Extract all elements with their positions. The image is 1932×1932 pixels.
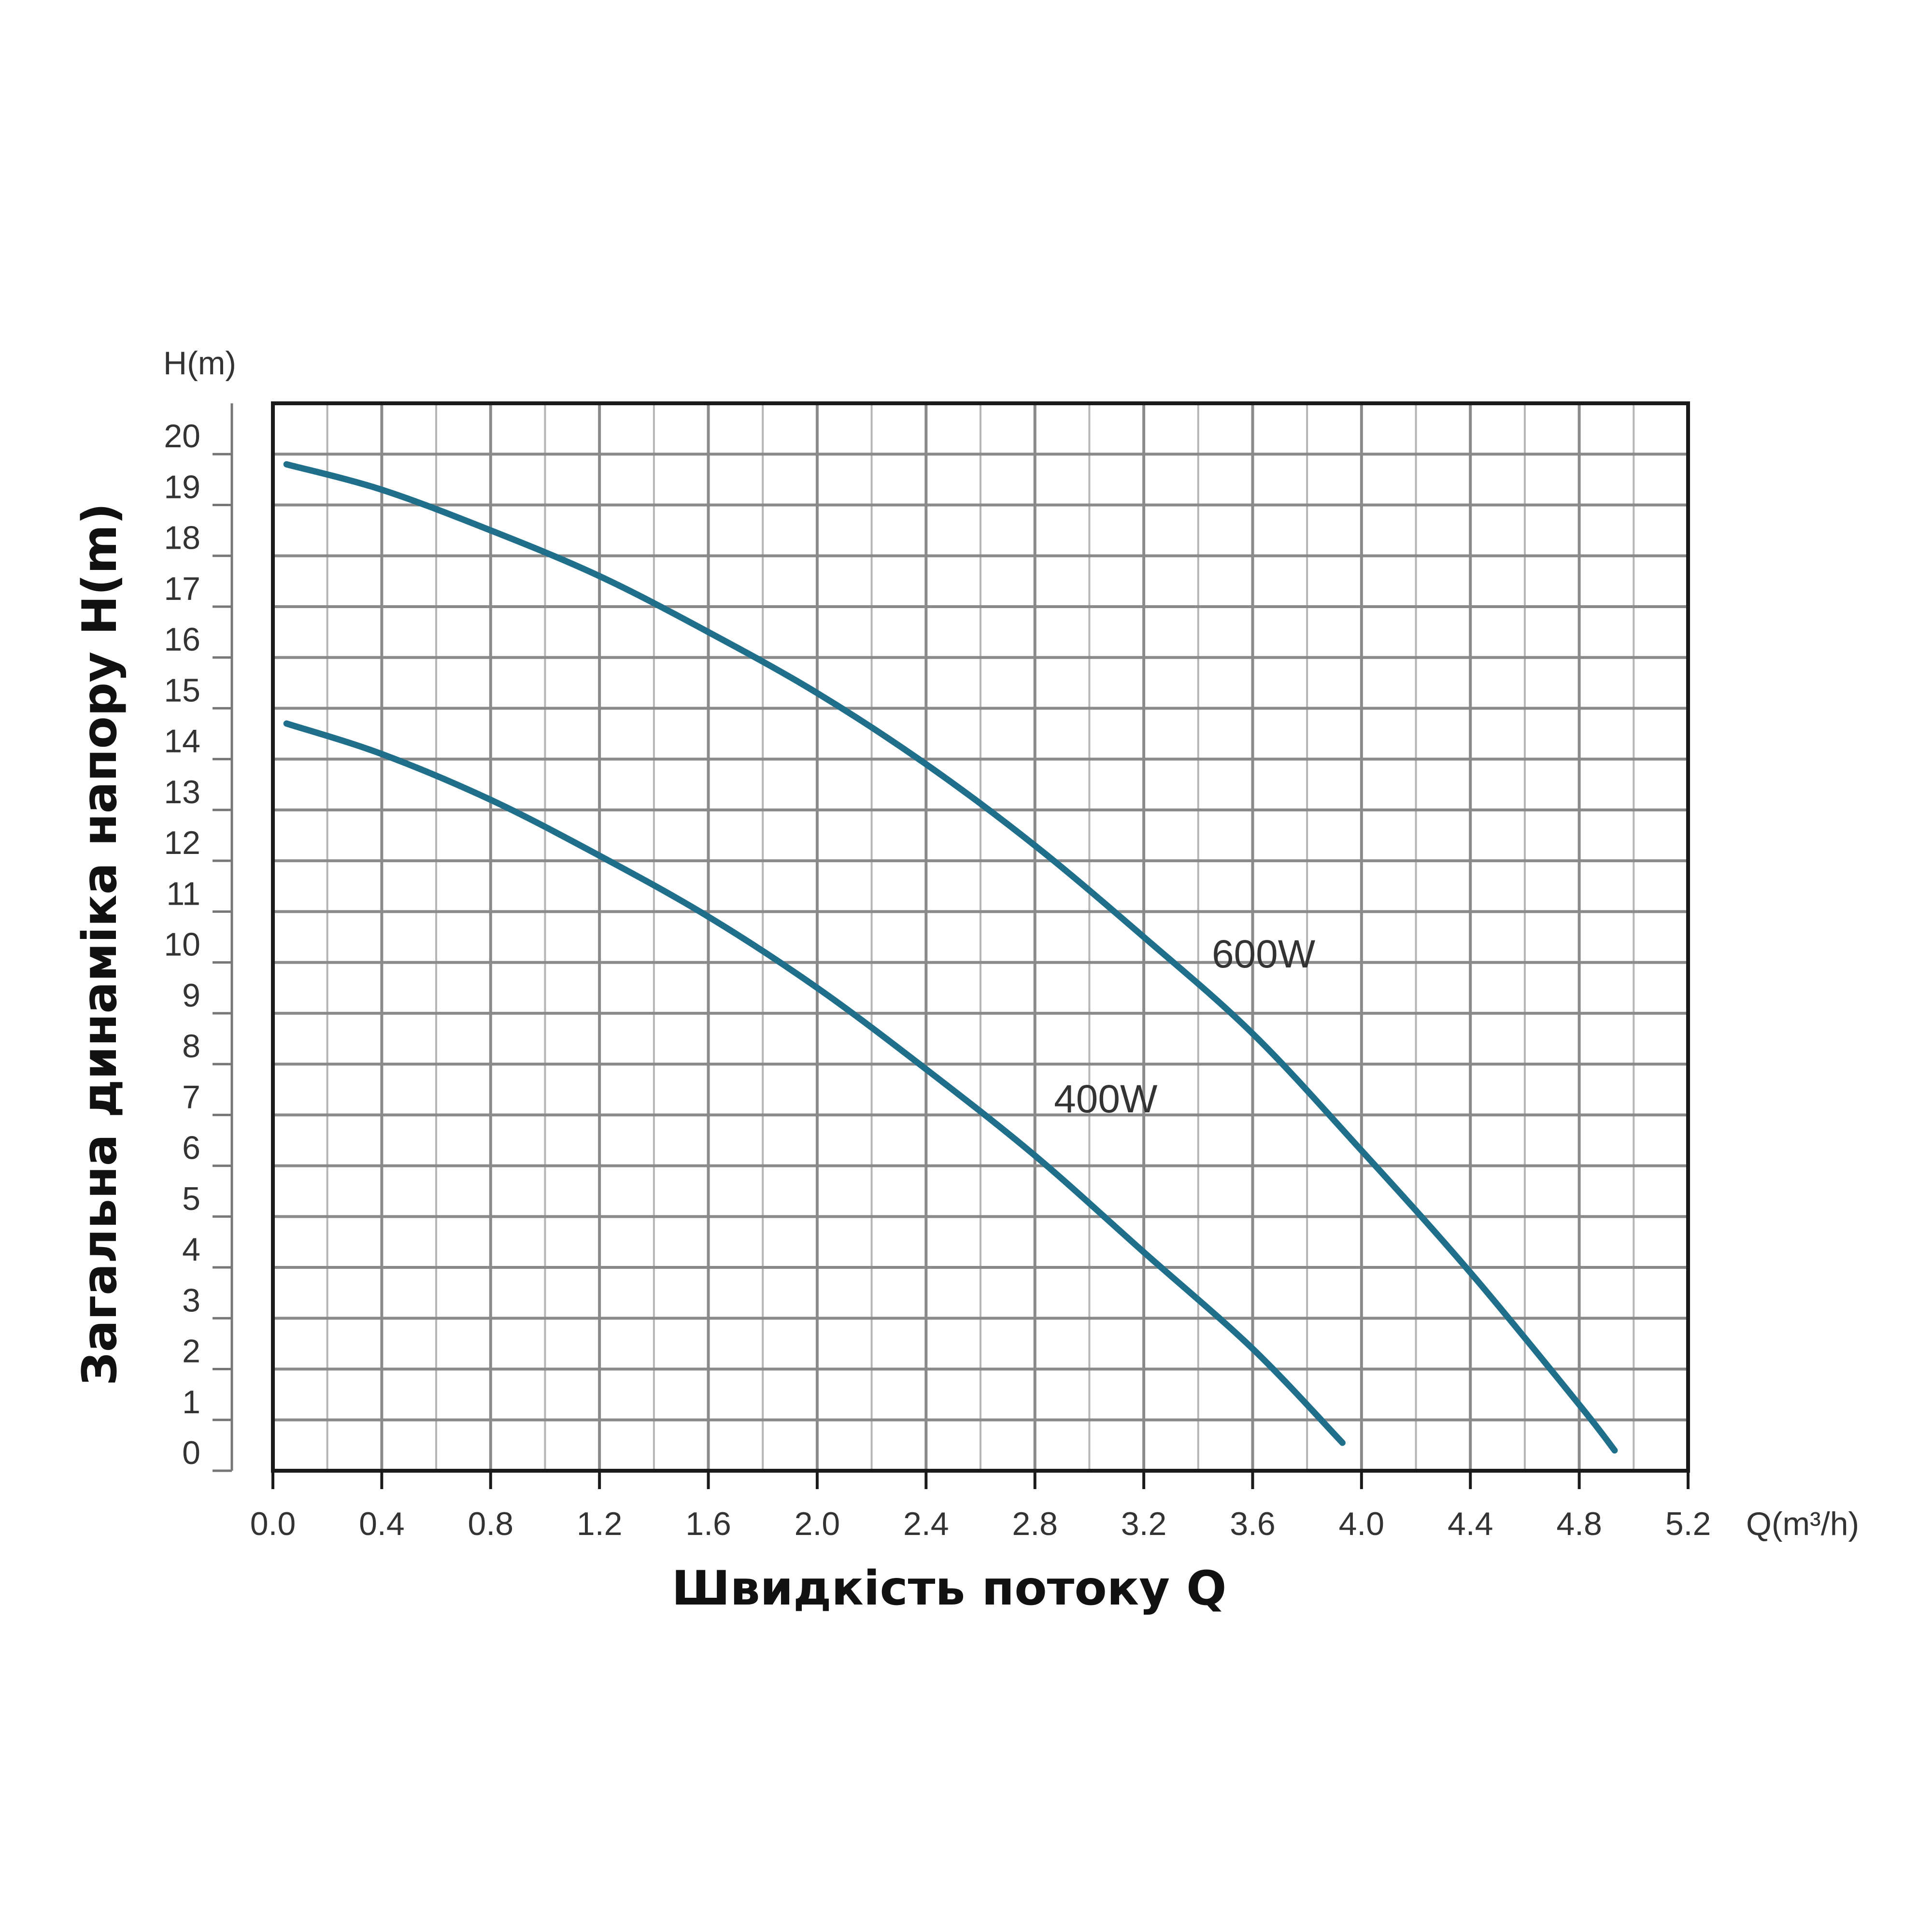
x-tick-label: 3.6 [1230, 1506, 1276, 1542]
x-tick-label: 4.0 [1339, 1506, 1385, 1542]
y-tick-label: 19 [164, 469, 200, 505]
y-tick-label: 17 [164, 570, 200, 607]
y-tick-label: 10 [164, 926, 200, 963]
x-tick-label: 0.4 [359, 1506, 405, 1542]
x-tick-label: 5.2 [1665, 1506, 1711, 1542]
x-tick-label: 4.4 [1448, 1506, 1493, 1542]
y-tick-label: 12 [164, 824, 200, 861]
y-axis-title: Загальна динаміка напору H(m) [72, 503, 128, 1386]
x-axis-unit: Q(m³/h) [1746, 1506, 1859, 1542]
y-tick-label: 16 [164, 621, 200, 658]
y-tick-label: 11 [166, 875, 200, 912]
x-axis-title: Швидкість потоку Q [672, 1561, 1227, 1616]
y-tick-label: 2 [182, 1333, 200, 1370]
y-tick-label: 4 [182, 1231, 200, 1268]
y-tick-label: 9 [182, 977, 200, 1014]
x-tick-label: 2.0 [795, 1506, 840, 1542]
x-tick-label: 0.8 [468, 1506, 514, 1542]
major-grid [273, 403, 1688, 1471]
series-line-400w [283, 720, 1346, 1446]
y-tick-label: 20 [164, 418, 200, 455]
y-tick-label: 15 [164, 672, 200, 709]
y-tick-label: 3 [182, 1282, 200, 1319]
series-label-400w: 400W [1054, 1077, 1158, 1121]
y-tick-label: 7 [182, 1079, 200, 1115]
y-tick-label: 18 [164, 520, 200, 556]
x-tick-label: 3.2 [1121, 1506, 1167, 1542]
y-tick-label: 14 [164, 723, 200, 760]
y-tick-label: 5 [182, 1180, 200, 1217]
series-layer: 600W 400W [283, 461, 1618, 1454]
x-tick-label: 2.8 [1012, 1506, 1058, 1542]
y-tick-label: 1 [182, 1384, 200, 1421]
y-tick-label: 13 [164, 774, 200, 810]
plot-area-frame [271, 401, 1690, 1473]
series-label-600w: 600W [1212, 932, 1316, 976]
y-tick-label: 0 [182, 1435, 200, 1471]
minor-grid [326, 403, 1635, 1471]
y-tick-label: 8 [182, 1028, 200, 1065]
x-tick-label: 1.2 [577, 1506, 623, 1542]
y-tick-label: 6 [182, 1130, 200, 1166]
x-tick-label: 2.4 [903, 1506, 949, 1542]
series-line-600w [283, 461, 1618, 1454]
y-axis-unit: H(m) [163, 345, 236, 382]
x-tick-label: 1.6 [685, 1506, 731, 1542]
x-axis: 0.0 0.4 0.8 1.2 1.6 2.0 2.4 2.8 3.2 3.6 4.0 4.4 4.8 5… [250, 1471, 1711, 1542]
x-tick-label: 4.8 [1556, 1506, 1602, 1542]
x-tick-label: 0.0 [250, 1506, 296, 1542]
